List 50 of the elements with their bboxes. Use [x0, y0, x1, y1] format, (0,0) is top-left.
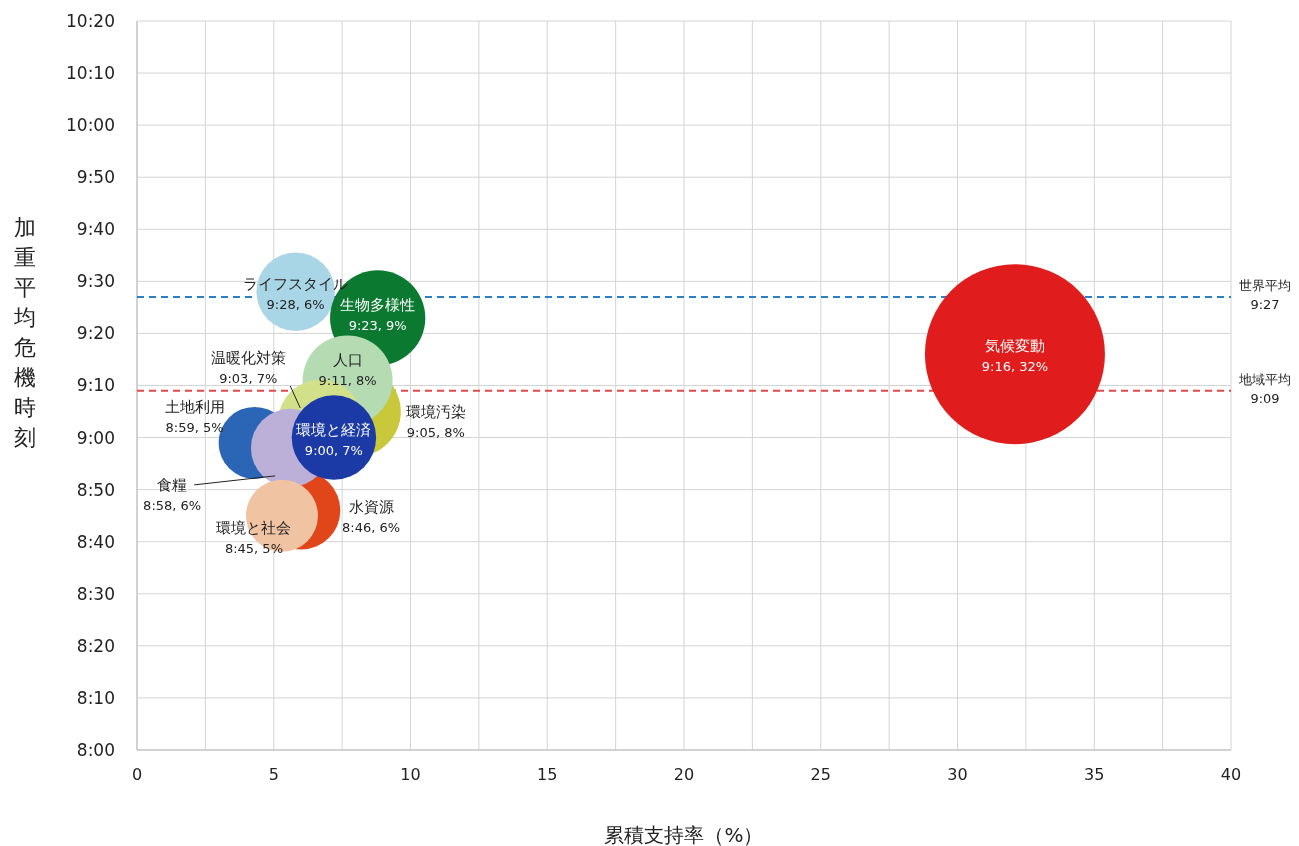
data-label: 9:28, 6%	[266, 296, 325, 312]
x-tick-label: 20	[673, 765, 695, 784]
data-label: 8:58, 6%	[143, 497, 202, 513]
x-tick-label: 35	[1084, 765, 1105, 784]
data-label: 8:59, 5%	[165, 419, 224, 435]
y-tick-label: 9:40	[76, 219, 115, 240]
y-tick-label: 8:10	[76, 687, 115, 708]
x-tick-label: 15	[537, 765, 558, 784]
x-tick-label: 25	[810, 765, 831, 784]
series-label: 人口	[332, 351, 363, 370]
series-label: 気候変動	[984, 337, 1045, 356]
series-label: 環境と社会	[216, 518, 292, 537]
series-label: 環境汚染	[405, 402, 466, 421]
ref-line-label: 世界平均 9:27	[1239, 277, 1291, 312]
data-label: 9:16, 32%	[981, 359, 1049, 375]
y-tick-label: 9:20	[76, 323, 115, 344]
y-tick-label: 10:10	[66, 63, 115, 84]
ref-line-label: 地域平均 9:09	[1238, 371, 1291, 406]
data-label: 9:05, 8%	[406, 424, 465, 440]
y-tick-label: 9:30	[76, 271, 115, 292]
x-tick-label: 40	[1220, 765, 1242, 784]
series-label: 生物多様性	[340, 295, 416, 314]
series-label: 水資源	[348, 498, 394, 517]
y-tick-label: 9:10	[76, 375, 115, 396]
series-label: ライフスタイル	[243, 274, 349, 293]
x-tick-label: 10	[400, 765, 421, 784]
data-label: 9:23, 9%	[348, 317, 407, 333]
y-tick-label: 9:00	[76, 427, 115, 448]
series-label: 温暖化対策	[210, 348, 286, 367]
x-tick-label: 0	[131, 765, 143, 784]
y-tick-label: 10:20	[66, 11, 115, 31]
series-label: 環境と経済	[296, 420, 372, 439]
y-tick-label: 9:50	[76, 167, 115, 188]
x-tick-label: 30	[947, 765, 968, 784]
series-label: 土地利用	[164, 397, 225, 416]
data-label: 8:45, 5%	[224, 540, 283, 556]
y-axis-title: 加重平均危機時刻	[13, 215, 36, 450]
y-tick-label: 8:40	[76, 531, 115, 552]
data-label: 9:03, 7%	[219, 370, 278, 386]
text: 食糧	[157, 475, 188, 494]
y-tick-label: 8:20	[76, 635, 115, 656]
data-label: 9:11, 8%	[318, 373, 377, 389]
y-tick-label: 8:30	[76, 583, 115, 604]
y-tick-label: 8:50	[76, 479, 115, 500]
data-label: 8:46, 6%	[342, 520, 401, 536]
x-axis-title: 累積支持率（%）	[604, 823, 764, 846]
y-tick-label: 10:00	[66, 115, 115, 136]
data-label: 9:00, 7%	[304, 442, 363, 458]
y-tick-label: 8:00	[76, 740, 115, 760]
x-tick-label: 5	[268, 765, 279, 784]
